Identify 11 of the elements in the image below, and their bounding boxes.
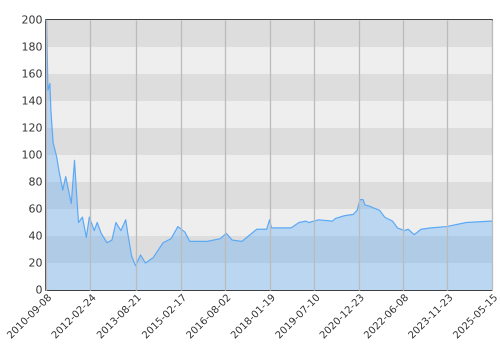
y-tick-label: 100 [22, 148, 42, 162]
y-tick-label: 180 [22, 40, 42, 54]
y-tick-label: 120 [22, 122, 42, 134]
y-tick-label: 40 [28, 230, 42, 242]
y-tick-label: 20 [28, 256, 42, 270]
y-tick-label: 0 [36, 284, 42, 296]
y-tick-label: 80 [28, 176, 42, 188]
y-tick-label: 60 [28, 202, 42, 216]
y-tick-label: 140 [22, 94, 42, 108]
y-tick-label: 160 [22, 68, 42, 80]
y-tick-label: 200 [22, 14, 42, 26]
